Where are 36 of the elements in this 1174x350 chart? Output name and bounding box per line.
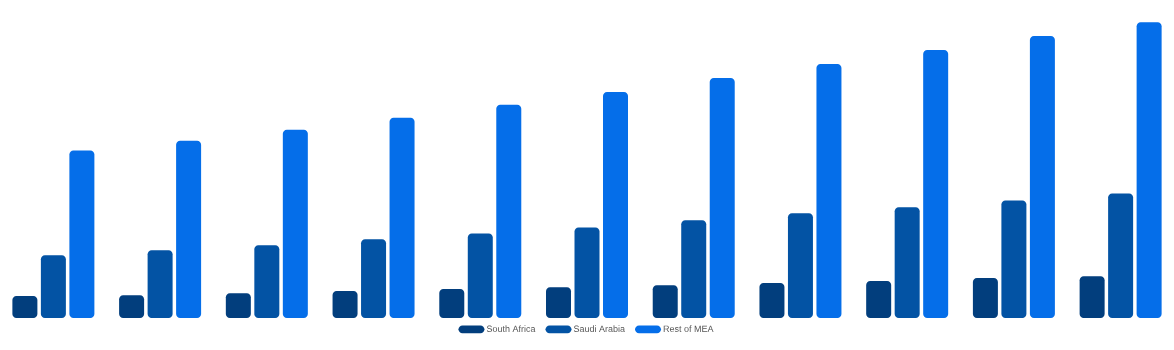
- bar: [439, 289, 465, 318]
- bar: [225, 293, 251, 318]
- bar: [1029, 36, 1055, 318]
- bar: [894, 207, 920, 318]
- bar: [787, 213, 813, 318]
- bar: [282, 129, 308, 318]
- bar: [467, 233, 493, 318]
- bar: [147, 250, 173, 318]
- bar: [652, 285, 678, 318]
- bar: [603, 91, 628, 318]
- bar: [759, 283, 785, 318]
- bar: [574, 227, 600, 318]
- bar: [1001, 200, 1027, 318]
- bar: [254, 245, 280, 318]
- bar: [866, 281, 892, 318]
- bar: [69, 150, 95, 318]
- bar: [546, 287, 571, 318]
- bar: [972, 278, 998, 318]
- legend-label: South Africa: [486, 325, 536, 332]
- bar: [1136, 22, 1162, 318]
- bar: [176, 140, 202, 318]
- bar: [332, 291, 358, 318]
- bar: [119, 295, 145, 318]
- legend-label: Rest of MEA: [663, 325, 714, 332]
- bar: [389, 117, 415, 318]
- bar: [816, 63, 842, 318]
- bar: [923, 49, 949, 318]
- bar: [709, 78, 735, 318]
- bar: [496, 104, 522, 318]
- bar: [1108, 193, 1134, 318]
- bar: [40, 255, 66, 318]
- bar: [12, 296, 38, 318]
- legend-label: Saudi Arabia: [573, 325, 625, 332]
- bar: [361, 239, 387, 318]
- bar: [681, 220, 707, 318]
- bar: [1079, 276, 1105, 318]
